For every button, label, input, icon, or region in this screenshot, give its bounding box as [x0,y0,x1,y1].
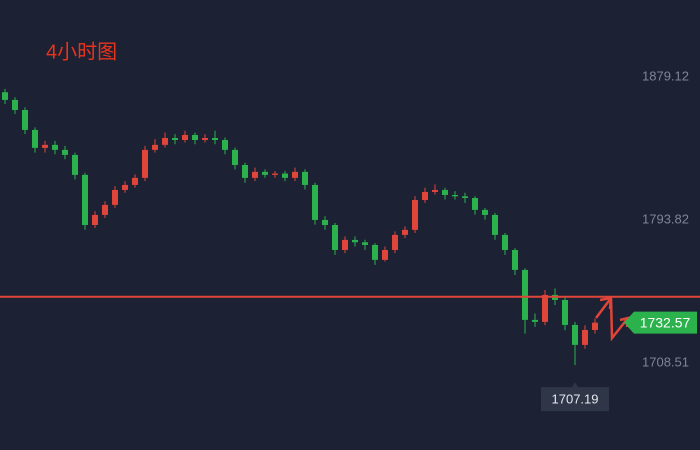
candle-body [592,322,598,330]
candle-body [312,184,318,220]
candle-body [432,189,438,192]
candle-body [62,149,68,155]
candle-body [342,239,348,250]
candle-body [352,239,358,243]
y-tick-label: 1793.82 [642,211,689,226]
candle-body [42,144,48,148]
candle-body [542,294,548,322]
y-tick-label: 1708.51 [642,354,689,369]
candle-body [32,129,38,148]
candle-body [402,229,408,235]
candle-body [392,234,398,250]
candle-body [162,137,168,145]
y-tick-label: 1879.12 [642,68,689,83]
candle-body [372,244,378,260]
candle-body [182,134,188,140]
candle-body [362,242,368,245]
candle-body [252,171,258,178]
candle-body [532,319,538,322]
candle-body [92,214,98,225]
candle-body [522,269,528,320]
candle-body [482,209,488,215]
candle-body [212,137,218,140]
low-label: 1707.19 [552,392,599,407]
candle-body [232,149,238,165]
candle-body [152,144,158,150]
candle-body [462,196,468,199]
candle-body [282,173,288,178]
candle-body [502,234,508,250]
candle-body [302,171,308,185]
candle-body [242,164,248,178]
candle-body [412,200,418,230]
low-label-box [541,382,609,412]
last-price-tag [624,311,697,334]
candle-body [12,99,18,110]
candle-body [442,189,448,195]
candle-body [452,194,458,197]
candle-body [102,204,108,215]
candle-body [132,177,138,185]
candle-body [192,134,198,140]
candle-body [382,249,388,260]
candle-body [22,109,28,130]
candle-body [2,92,8,100]
candle-body [572,324,578,345]
candle-body [112,189,118,205]
candle-body [202,137,208,140]
candle-body [72,154,78,175]
candle-body [272,173,278,175]
candle-body [52,144,58,150]
candle-body [512,249,518,270]
candle-body [262,171,268,175]
candle-body [172,137,178,140]
chart-title: 4小时图 [46,40,117,63]
candle-body [122,184,128,190]
candle-body [322,219,328,225]
candle-body [332,225,338,250]
candle-body [222,139,228,150]
candle-body [142,149,148,178]
candle-body [582,329,588,345]
last-price-label: 1732.57 [640,314,691,330]
candle-body [492,214,498,235]
candle-body [422,191,428,201]
candle-body [82,174,88,225]
arrow [595,296,630,342]
candle-body [562,299,568,325]
candle-body [472,198,478,210]
candle-body [292,171,298,178]
